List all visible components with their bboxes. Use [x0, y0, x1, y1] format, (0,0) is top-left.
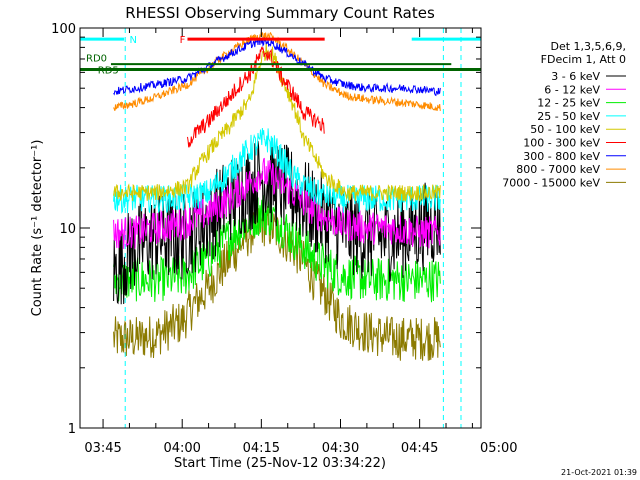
series-line: [113, 157, 441, 249]
y-tick-label: 1: [68, 422, 76, 437]
series-line: [113, 31, 441, 111]
flag-label: F: [180, 35, 186, 46]
x-tick-label: 05:00: [480, 441, 517, 456]
x-axis-label: Start Time (25-Nov-12 03:34:22): [174, 456, 386, 471]
flag-label: N: [129, 35, 136, 46]
series-line: [113, 37, 441, 97]
x-tick-label: 03:45: [84, 441, 121, 456]
legend-entry-label: 50 - 100 keV: [530, 123, 600, 136]
y-axis: 1 10 100: [51, 22, 481, 437]
legend-entry-label: 3 - 6 keV: [551, 70, 600, 83]
series-line: [113, 205, 441, 361]
legend-header: FDecim 1, Att 0: [541, 53, 626, 66]
x-tick-label: 04:15: [243, 441, 280, 456]
legend-entry-label: 100 - 300 keV: [523, 137, 600, 150]
chart-title: RHESSI Observing Summary Count Rates: [125, 4, 435, 22]
y-tick-label: 10: [59, 222, 76, 237]
x-tick-label: 04:00: [163, 441, 200, 456]
series-line: [113, 195, 441, 303]
legend: Det 1,3,5,6,9,FDecim 1, Att 0 3 - 6 keV6 …: [502, 40, 626, 189]
series-line: [113, 42, 441, 203]
flag-label: RD5: [98, 66, 119, 77]
legend-entry-label: 12 - 25 keV: [537, 97, 600, 110]
legend-entry-label: 800 - 7000 keV: [516, 163, 600, 176]
x-tick-label: 04:45: [401, 441, 438, 456]
footer-timestamp: 21-Oct-2021 01:39: [561, 468, 637, 477]
legend-entry-label: 300 - 800 keV: [523, 150, 600, 163]
x-tick-label: 04:30: [322, 441, 359, 456]
y-tick-label: 100: [51, 22, 76, 37]
y-axis-label: Count Rate (s⁻¹ detector⁻¹): [30, 140, 45, 317]
legend-entry-label: 25 - 50 keV: [537, 110, 600, 123]
flag-label: RD0: [86, 54, 107, 65]
legend-entry-label: 7000 - 15000 keV: [502, 176, 600, 189]
legend-entry-label: 6 - 12 keV: [544, 83, 600, 96]
x-axis: 03:45 04:00 04:15 04:30 04:45 05:00: [84, 28, 518, 456]
legend-header: Det 1,3,5,6,9,: [550, 40, 626, 53]
